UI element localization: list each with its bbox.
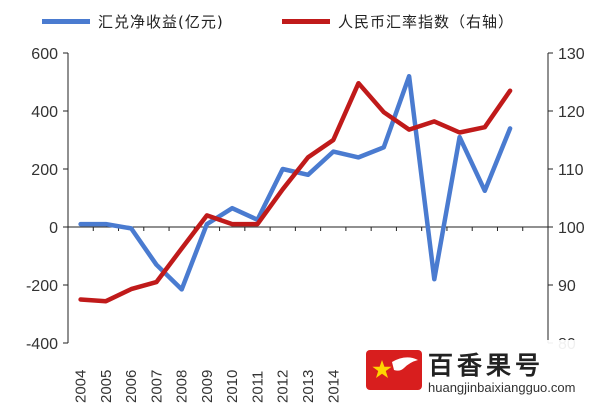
- x-tick-label: 2004: [73, 370, 90, 403]
- left-tick-label: 400: [31, 104, 58, 121]
- x-tick-label: 2013: [300, 370, 317, 403]
- x-tick-label: 2006: [123, 370, 140, 403]
- watermark-url: huangjinbaixiangguo.com: [428, 380, 576, 395]
- watermark-logo-icon: [366, 350, 422, 390]
- right-tick-label: 100: [558, 220, 585, 237]
- tick-labels: 6004002000-200-4001301201101009080200420…: [26, 46, 585, 403]
- x-tick-label: 2014: [325, 370, 342, 403]
- right-tick-label: 90: [558, 278, 576, 295]
- axes: [63, 52, 553, 344]
- series-line-exchange-income: [78, 73, 513, 292]
- legend-item-rmb-index: 人民币汇率指数（右轴）: [282, 6, 514, 36]
- x-tick-label: 2010: [224, 370, 241, 403]
- legend-label-rmb-index: 人民币汇率指数（右轴）: [338, 12, 515, 31]
- legend-swatch-red: [282, 18, 330, 24]
- legend-item-exchange-income: 汇兑净收益(亿元): [42, 6, 224, 36]
- left-tick-label: 0: [49, 220, 58, 237]
- x-tick-label: 2008: [174, 370, 191, 403]
- legend-label-exchange-income: 汇兑净收益(亿元): [98, 12, 224, 31]
- x-tick-label: 2005: [98, 370, 115, 403]
- left-tick-label: 200: [31, 162, 58, 179]
- series-lines: [78, 73, 513, 304]
- x-tick-label: 2007: [148, 370, 165, 403]
- left-tick-label: -400: [26, 336, 58, 353]
- x-tick-label: 2011: [249, 371, 266, 403]
- x-tick-label: 2009: [199, 370, 216, 403]
- watermark: 百香果号 huangjinbaixiangguo.com: [358, 340, 608, 402]
- x-tick-label: 2012: [275, 370, 292, 403]
- right-tick-label: 130: [558, 46, 585, 63]
- legend-swatch-blue: [42, 18, 90, 24]
- right-tick-label: 110: [558, 162, 584, 179]
- watermark-name: 百香果号: [428, 351, 545, 380]
- left-tick-label: 600: [31, 46, 58, 63]
- right-tick-label: 120: [558, 104, 585, 121]
- left-tick-label: -200: [26, 278, 58, 295]
- series-line-rmb-index: [78, 80, 513, 304]
